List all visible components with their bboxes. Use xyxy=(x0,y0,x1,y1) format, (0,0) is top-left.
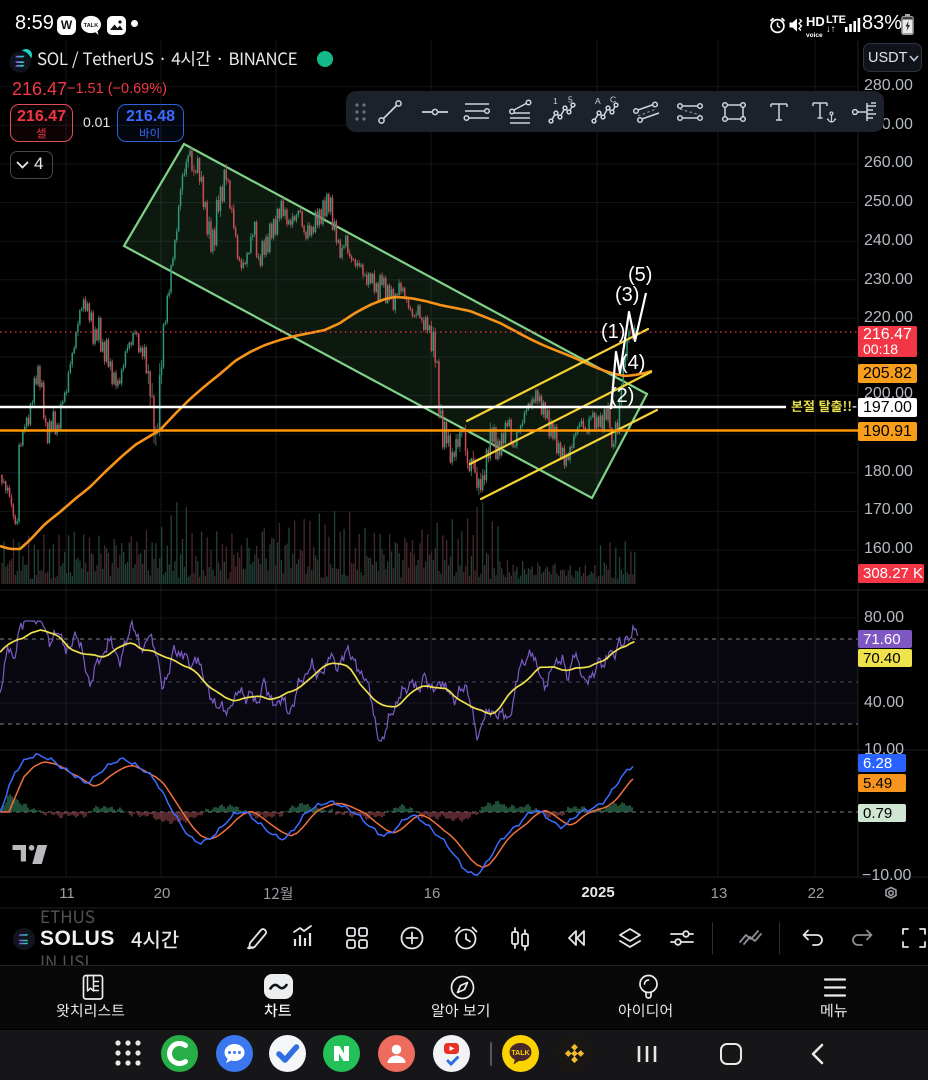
svg-text:TALK: TALK xyxy=(84,23,99,29)
svg-text:TALK: TALK xyxy=(511,1050,529,1057)
svg-text:C: C xyxy=(610,96,616,105)
svg-text:1: 1 xyxy=(553,96,558,106)
svg-text:5: 5 xyxy=(568,96,573,105)
svg-text:A: A xyxy=(595,96,601,106)
